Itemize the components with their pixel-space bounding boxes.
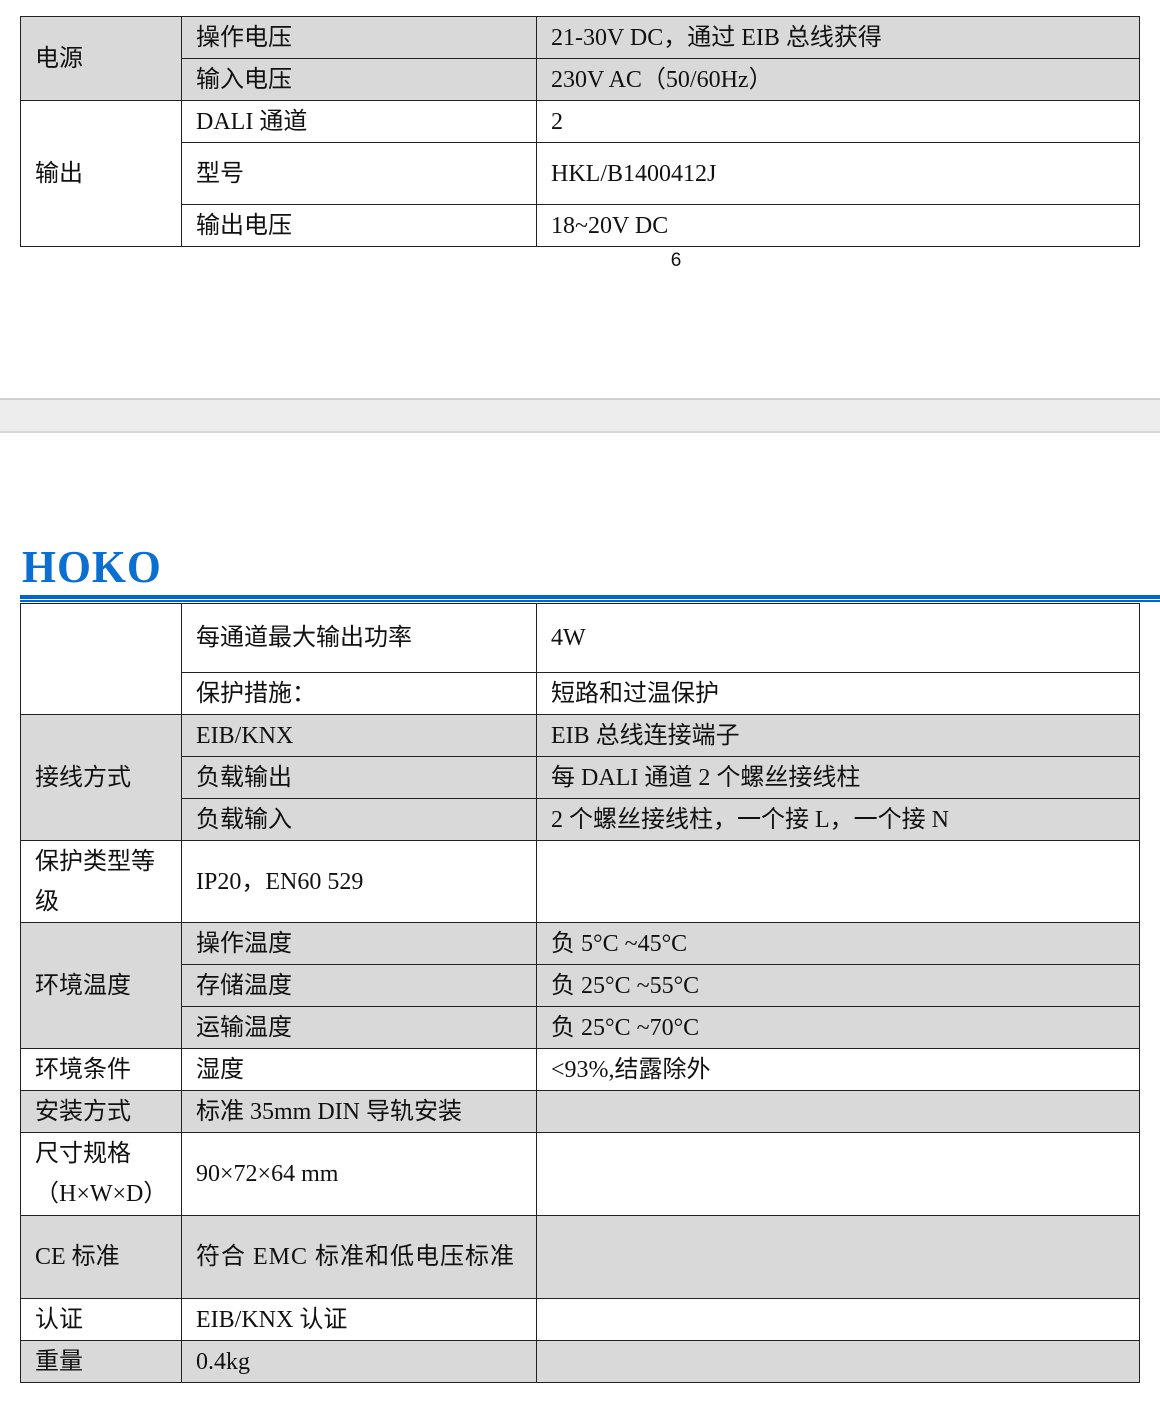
value-cell: 负 25°C ~70°C	[536, 1006, 1140, 1049]
value-cell: 4W	[536, 603, 1140, 673]
name-cell: 0.4kg	[181, 1340, 537, 1383]
value-cell: 短路和过温保护	[536, 672, 1140, 715]
value-cell: <93%,结露除外	[536, 1048, 1140, 1091]
group-cell: 认证	[20, 1298, 182, 1341]
name-cell: 湿度	[181, 1048, 537, 1091]
page-number: 6	[670, 250, 682, 271]
header-rule-thin	[20, 600, 1160, 602]
name-cell: 运输温度	[181, 1006, 537, 1049]
group-cell: 安装方式	[20, 1090, 182, 1133]
table-row: 认证 EIB/KNX 认证	[20, 1298, 1140, 1341]
name-cell: 符合 EMC 标准和低电压标准	[181, 1215, 537, 1299]
value-cell: 2 个螺丝接线柱，一个接 L，一个接 N	[536, 798, 1140, 841]
name-cell: IP20，EN60 529	[181, 840, 537, 923]
value-cell: 负 25°C ~55°C	[536, 964, 1140, 1007]
value-cell	[536, 1340, 1140, 1383]
table-row: 电源 操作电压 21-30V DC，通过 EIB 总线获得	[20, 16, 1140, 101]
name-cell: 负载输出	[181, 756, 537, 799]
table-row: 尺寸规格 （H×W×D） 90×72×64 mm	[20, 1132, 1140, 1216]
table-row: 运输温度 负 25°C ~70°C	[21, 1006, 1140, 1049]
hoko-logo: HOKO	[22, 541, 162, 592]
table-row: 每通道最大输出功率 4W	[20, 603, 1140, 715]
table-row: 保护措施： 短路和过温保护	[21, 672, 1140, 715]
table-row: 负载输出 每 DALI 通道 2 个螺丝接线柱	[21, 756, 1140, 799]
group-cell: 环境温度	[20, 922, 182, 1049]
name-cell: 操作电压	[181, 16, 537, 59]
group-line-2: （H×W×D）	[35, 1181, 168, 1207]
group-cell: 环境条件	[20, 1048, 182, 1091]
table-row: 负载输入 2 个螺丝接线柱，一个接 L，一个接 N	[21, 798, 1140, 841]
group-line-1: 尺寸规格	[35, 1141, 131, 1167]
name-cell: 输出电压	[181, 204, 537, 247]
group-cell: 接线方式	[20, 714, 182, 841]
group-cell: 保护类型等级	[20, 840, 182, 923]
table-row: 环境温度 操作温度 负 5°C ~45°C	[20, 922, 1140, 1049]
table-row: CE 标准 符合 EMC 标准和低电压标准	[20, 1215, 1140, 1299]
value-cell	[536, 1298, 1140, 1341]
value-cell	[536, 1215, 1140, 1299]
table-row: 输出 DALI 通道 2	[20, 100, 1140, 247]
value-cell: 230V AC（50/60Hz）	[536, 58, 1140, 101]
name-cell: 保护措施：	[181, 672, 537, 715]
name-cell: 输入电压	[181, 58, 537, 101]
value-cell	[536, 1090, 1140, 1133]
group-cell: 电源	[20, 16, 182, 101]
table-row: 保护类型等级 IP20，EN60 529	[20, 840, 1140, 923]
name-cell: 操作温度	[181, 922, 537, 965]
table-row: 安装方式 标准 35mm DIN 导轨安装	[20, 1090, 1140, 1133]
table-row: 重量 0.4kg	[20, 1340, 1140, 1383]
value-cell: 2	[536, 100, 1140, 143]
name-cell: 90×72×64 mm	[181, 1132, 537, 1216]
group-cell: 尺寸规格 （H×W×D）	[20, 1132, 182, 1216]
name-cell: 标准 35mm DIN 导轨安装	[181, 1090, 537, 1133]
name-cell: 型号	[181, 142, 537, 205]
table-row: 存储温度 负 25°C ~55°C	[21, 964, 1140, 1007]
header-rule	[20, 595, 1160, 599]
value-cell: 负 5°C ~45°C	[536, 922, 1140, 965]
page-separator	[0, 398, 1160, 433]
name-cell: 负载输入	[181, 798, 537, 841]
group-cell: 重量	[20, 1340, 182, 1383]
value-cell: 21-30V DC，通过 EIB 总线获得	[536, 16, 1140, 59]
name-cell: DALI 通道	[181, 100, 537, 143]
value-cell: HKL/B1400412J	[536, 142, 1140, 205]
group-cell: 输出	[20, 100, 182, 247]
value-cell	[536, 840, 1140, 923]
table-row: 型号 HKL/B1400412J	[21, 142, 1140, 205]
table-row: 输出电压 18~20V DC	[21, 204, 1140, 247]
group-cell	[20, 603, 182, 715]
value-cell: 18~20V DC	[536, 204, 1140, 247]
table-row: 输入电压 230V AC（50/60Hz）	[21, 58, 1140, 101]
name-cell: EIB/KNX	[181, 714, 537, 757]
table-row: 接线方式 EIB/KNX EIB 总线连接端子	[20, 714, 1140, 841]
name-cell: 存储温度	[181, 964, 537, 1007]
group-cell: CE 标准	[20, 1215, 182, 1299]
value-cell: 每 DALI 通道 2 个螺丝接线柱	[536, 756, 1140, 799]
value-cell	[536, 1132, 1140, 1216]
value-cell: EIB 总线连接端子	[536, 714, 1140, 757]
name-cell: EIB/KNX 认证	[181, 1298, 537, 1341]
name-cell: 每通道最大输出功率	[181, 603, 537, 673]
spec-table-page-6: 电源 操作电压 21-30V DC，通过 EIB 总线获得 输入电压 230V …	[20, 16, 1140, 247]
table-row: 环境条件 湿度 <93%,结露除外	[20, 1048, 1140, 1091]
spec-table-page-7: 每通道最大输出功率 4W 保护措施： 短路和过温保护 接线方式 EIB/KNX …	[20, 603, 1140, 1383]
